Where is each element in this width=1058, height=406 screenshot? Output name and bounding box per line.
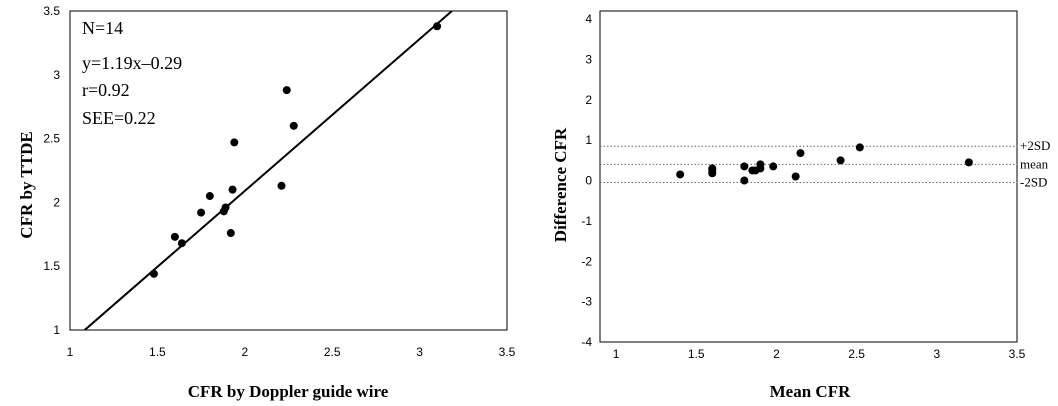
annotation-r: r=0.92 [82, 80, 130, 100]
y-tick-label: 1 [53, 323, 60, 337]
reference-line-label: +2SD [1020, 138, 1050, 153]
x-axis-title: Mean CFR [770, 382, 851, 401]
data-point [230, 138, 239, 147]
annotation-block: N=14 y=1.19x–0.29 r=0.92 SEE=0.22 [82, 18, 182, 128]
plot-frame [599, 10, 1018, 343]
data-point [708, 164, 717, 173]
reference-line-label: mean [1020, 156, 1049, 171]
data-point [170, 232, 179, 241]
y-tick-label: 2 [53, 195, 60, 209]
x-tick-label: 3 [416, 345, 423, 359]
x-tick-label: 2 [773, 347, 780, 361]
data-point [740, 162, 749, 171]
data-point [282, 86, 291, 95]
y-axis-title: Difference CFR [551, 127, 570, 242]
correlation-plot: 1 1.5 2 2.5 3 3.5 1 1.5 2 2.5 3 3.5 N=14 y=1.19x–0… [17, 4, 516, 401]
x-tick-label: 1 [67, 345, 74, 359]
x-tick-label: 3.5 [1009, 347, 1026, 361]
x-tick-label: 2.5 [848, 347, 865, 361]
data-point [197, 208, 206, 217]
reference-lines: +2SD mean -2SD [600, 138, 1050, 190]
annotation-n: N=14 [82, 18, 123, 38]
data-point [964, 158, 973, 167]
y-tick-labels: 4 3 2 1 0 -1 -2 -3 -4 [581, 12, 592, 349]
reference-line-label: -2SD [1020, 175, 1047, 190]
x-tick-labels: 1 1.5 2 2.5 3 3.5 [67, 345, 516, 359]
y-tick-label: 1.5 [43, 259, 60, 273]
x-tick-label: 2.5 [324, 345, 341, 359]
data-point [221, 203, 230, 212]
x-tick-labels: 1 1.5 2 2.5 3 3.5 [613, 347, 1026, 361]
data-point [228, 185, 237, 194]
y-tick-label: 3 [585, 52, 592, 66]
data-points [676, 143, 973, 185]
data-point [855, 143, 864, 152]
y-tick-label: 2 [585, 93, 592, 107]
data-point [676, 170, 685, 179]
y-axis-title: CFR by TTDE [17, 131, 36, 238]
data-point [740, 176, 749, 185]
y-tick-label: -1 [581, 214, 592, 228]
y-tick-label: 2.5 [43, 132, 60, 146]
y-tick-label: 0 [585, 174, 592, 188]
data-point [149, 269, 158, 278]
x-tick-label: 1 [613, 347, 620, 361]
data-point [756, 160, 765, 169]
data-point [289, 121, 298, 130]
data-point [433, 22, 442, 31]
x-tick-label: 2 [241, 345, 248, 359]
x-axis-title: CFR by Doppler guide wire [188, 382, 389, 401]
data-point [177, 239, 186, 248]
data-point [277, 181, 286, 190]
x-tick-label: 1.5 [149, 345, 166, 359]
y-tick-label: -3 [581, 295, 592, 309]
y-tick-labels: 1 1.5 2 2.5 3 3.5 [43, 4, 60, 337]
y-tick-label: 1 [585, 133, 592, 147]
x-tick-label: 1.5 [688, 347, 705, 361]
annotation-equation: y=1.19x–0.29 [82, 53, 182, 73]
data-points [149, 22, 442, 278]
y-tick-label: 3.5 [43, 4, 60, 18]
data-point [791, 172, 800, 181]
y-tick-label: 3 [53, 68, 60, 82]
y-tick-label: 4 [585, 12, 592, 26]
y-tick-label: -4 [581, 335, 592, 349]
data-point [836, 156, 845, 165]
y-tick-label: -2 [581, 254, 592, 268]
annotation-see: SEE=0.22 [82, 108, 156, 128]
plot-frame [69, 10, 508, 331]
data-point [205, 192, 214, 201]
regression-line [84, 10, 453, 331]
x-tick-label: 3.5 [499, 345, 516, 359]
data-point [226, 229, 235, 238]
data-point [769, 162, 778, 171]
x-tick-label: 3 [933, 347, 940, 361]
data-point [796, 149, 805, 158]
